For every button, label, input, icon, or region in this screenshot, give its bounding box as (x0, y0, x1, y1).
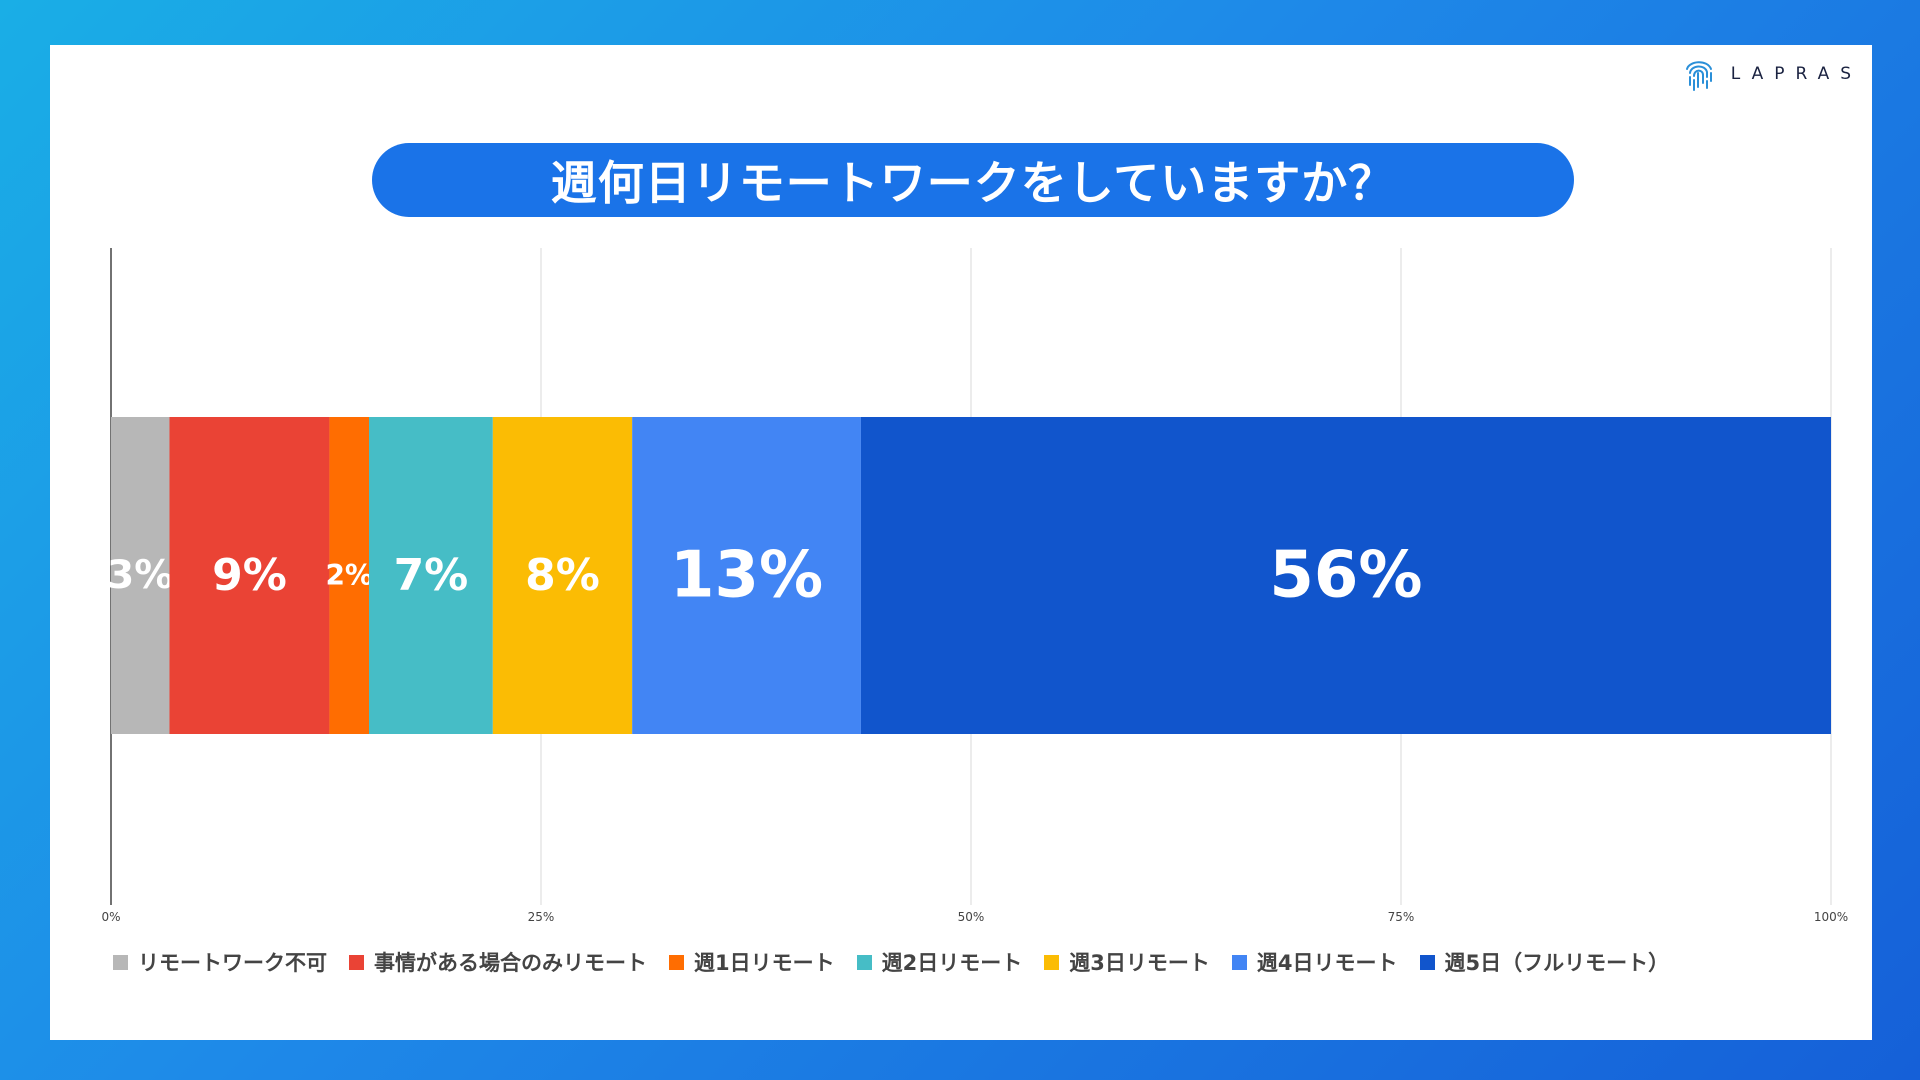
x-tick-label: 0% (101, 910, 120, 924)
legend-swatch (113, 954, 128, 970)
data-label: 13% (670, 539, 823, 613)
legend-item: 週4日リモート (1231, 947, 1398, 977)
legend-label: 週5日（フルリモート） (1444, 951, 1670, 975)
legend-swatch (1044, 954, 1060, 970)
stacked-bar-chart: 0% 25% 50% 75% 100% 3% 9% 2% 7% 8% 13% 56% (101, 248, 1848, 924)
brand-logo: LAPRAS (1681, 55, 1862, 93)
x-tick-label: 75% (1388, 910, 1415, 924)
data-label: 3% (107, 553, 173, 598)
bar-segment (111, 417, 170, 734)
legend-item: リモートワーク不可 (113, 947, 327, 977)
legend-item: 週3日リモート (1044, 947, 1210, 977)
fingerprint-icon (1685, 61, 1712, 91)
legend-swatch (1231, 954, 1247, 970)
bar-segment (860, 417, 1831, 734)
bar-segment (369, 417, 493, 734)
x-tick-label: 100% (1814, 910, 1848, 924)
brand-name: LAPRAS (1730, 64, 1862, 84)
bar-segment (632, 417, 861, 734)
chart-legend: リモートワーク不可 事情がある場合のみリモート 週1日リモート 週2日リモート 週3日リ… (113, 947, 1669, 977)
legend-item: 週5日（フルリモート） (1419, 947, 1670, 977)
legend-label: リモートワーク不可 (138, 951, 327, 975)
legend-item: 事情がある場合のみリモート (349, 947, 647, 977)
chart-title: 週何日リモートワークをしていますか？ (372, 143, 1574, 217)
data-label: 56% (1269, 539, 1422, 613)
legend-label: 週1日リモート (694, 951, 835, 975)
legend-label: 事情がある場合のみリモート (374, 951, 647, 975)
bar-segment (169, 417, 330, 734)
bar-segment (492, 417, 633, 734)
legend-swatch (349, 954, 364, 970)
legend-label: 週2日リモート (881, 951, 1023, 975)
legend-label: 週4日リモート (1256, 951, 1398, 975)
data-label: 8% (525, 550, 600, 601)
legend-item: 週2日リモート (856, 947, 1023, 977)
slide-card: LAPRAS 週何日リモートワークをしていますか？ 0% 25% 50% 75% 100… (50, 45, 1872, 1040)
data-label: 9% (212, 550, 287, 601)
bar-segment (329, 417, 369, 734)
data-label: 7% (394, 550, 469, 601)
x-tick-label: 50% (958, 910, 985, 924)
legend-swatch (669, 954, 684, 970)
x-tick-label: 25% (528, 910, 555, 924)
legend-label: 週3日リモート (1069, 951, 1210, 975)
data-label: 2% (325, 559, 373, 592)
legend-swatch (856, 954, 872, 970)
legend-swatch (1419, 954, 1435, 970)
legend-item: 週1日リモート (669, 947, 835, 977)
